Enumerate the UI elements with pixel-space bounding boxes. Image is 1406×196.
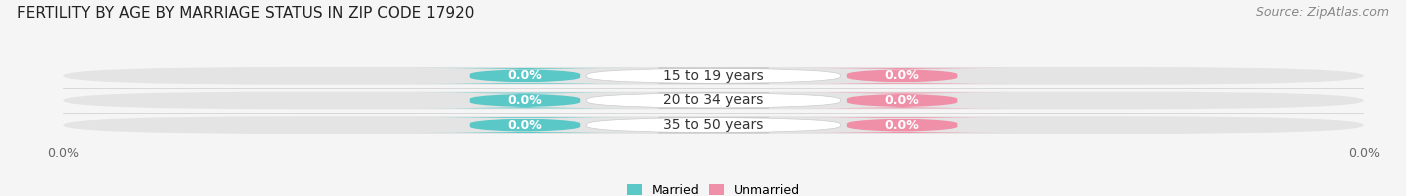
FancyBboxPatch shape (586, 68, 841, 84)
FancyBboxPatch shape (411, 68, 638, 84)
FancyBboxPatch shape (789, 117, 1017, 133)
Text: 0.0%: 0.0% (508, 119, 543, 132)
Text: 0.0%: 0.0% (508, 69, 543, 82)
FancyBboxPatch shape (411, 117, 638, 133)
Text: 0.0%: 0.0% (884, 94, 920, 107)
Text: 15 to 19 years: 15 to 19 years (664, 69, 763, 83)
FancyBboxPatch shape (789, 68, 1017, 84)
Text: 0.0%: 0.0% (508, 94, 543, 107)
Text: FERTILITY BY AGE BY MARRIAGE STATUS IN ZIP CODE 17920: FERTILITY BY AGE BY MARRIAGE STATUS IN Z… (17, 6, 474, 21)
FancyBboxPatch shape (63, 67, 1364, 85)
FancyBboxPatch shape (586, 117, 841, 133)
Text: 35 to 50 years: 35 to 50 years (664, 118, 763, 132)
FancyBboxPatch shape (411, 93, 638, 108)
FancyBboxPatch shape (586, 93, 841, 108)
Text: Source: ZipAtlas.com: Source: ZipAtlas.com (1256, 6, 1389, 19)
Text: 0.0%: 0.0% (884, 69, 920, 82)
Text: 20 to 34 years: 20 to 34 years (664, 93, 763, 107)
FancyBboxPatch shape (789, 93, 1017, 108)
Text: 0.0%: 0.0% (884, 119, 920, 132)
FancyBboxPatch shape (63, 116, 1364, 134)
FancyBboxPatch shape (63, 92, 1364, 109)
Legend: Married, Unmarried: Married, Unmarried (627, 184, 800, 196)
